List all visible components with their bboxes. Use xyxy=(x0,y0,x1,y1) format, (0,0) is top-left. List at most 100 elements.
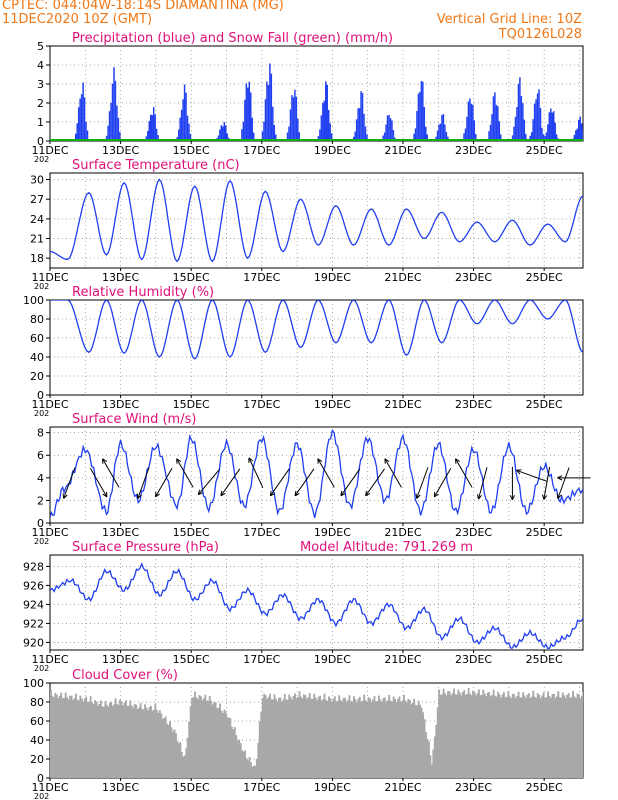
precip-bar xyxy=(500,134,502,141)
wind-arrow-head xyxy=(102,458,107,462)
cloud-bar xyxy=(523,695,526,778)
wind-arrow xyxy=(543,466,551,500)
cloud-bar xyxy=(380,701,383,778)
y-tick-label: 0 xyxy=(37,517,44,530)
y-tick-label: 100 xyxy=(23,294,44,307)
precip-bar xyxy=(555,134,558,141)
cloud-bar xyxy=(376,701,379,778)
cloud-bar xyxy=(302,694,305,778)
x-tick-label: 21DEC xyxy=(384,526,421,539)
cloud-bar xyxy=(247,760,249,778)
cloud-bar xyxy=(201,700,204,778)
cloud-bar xyxy=(226,717,229,778)
cloud-bar xyxy=(491,695,494,778)
precip-bar xyxy=(550,108,552,141)
cloud-bar xyxy=(72,700,74,778)
x-tick-label: 13DEC xyxy=(102,271,139,284)
cloud-bar xyxy=(135,704,138,778)
precip-bar xyxy=(107,125,109,141)
cloud-bar xyxy=(470,695,473,778)
cloud-bar xyxy=(183,755,186,778)
precip-bar xyxy=(286,132,289,141)
cloud-bar xyxy=(335,701,338,778)
cloud-bar xyxy=(467,687,470,778)
x-tick-label: 17DEC xyxy=(243,271,280,284)
cloud-bar xyxy=(69,695,71,778)
cloud-bar xyxy=(255,758,258,778)
cloud-bar xyxy=(392,696,395,778)
cloud-bar xyxy=(560,697,563,778)
precip-bar xyxy=(533,103,536,141)
precip-bar xyxy=(266,81,268,141)
cloud-bar xyxy=(369,698,372,778)
cloud-bar xyxy=(210,700,213,778)
year-fragment: 202 xyxy=(34,792,49,800)
cloud-bar xyxy=(155,709,158,778)
x-tick-label: 25DEC xyxy=(526,271,563,284)
y-tick-label: 922 xyxy=(23,617,44,630)
cloud-bar xyxy=(326,701,329,778)
precip-bar xyxy=(119,132,121,141)
cloud-bar xyxy=(179,742,182,778)
wind-arrow xyxy=(269,468,290,497)
precip-bar xyxy=(388,114,390,141)
cloud-bar xyxy=(480,695,483,778)
cloud-bar xyxy=(60,692,63,778)
panel-precip: 0 1 2 3 4 5 11DEC 13DEC 15DEC 17DEC 19DEC 21DEC 23DE… xyxy=(31,31,584,164)
cloud-bar xyxy=(133,704,136,778)
precip-bar xyxy=(523,119,526,141)
precip-bar xyxy=(113,67,115,141)
wind-line xyxy=(50,428,583,519)
plot-frame xyxy=(49,45,584,142)
cloud-bar xyxy=(538,694,541,778)
cloud-bar xyxy=(176,741,179,778)
cloud-bar xyxy=(67,699,70,778)
cloud-bar xyxy=(254,765,257,778)
cloud-bar xyxy=(308,693,311,778)
cloud-bar xyxy=(219,703,222,778)
precip-bar xyxy=(83,97,86,141)
cloud-bar xyxy=(122,705,124,778)
cloud-bar xyxy=(563,695,566,778)
y-tick-label: 20 xyxy=(30,370,44,383)
wind-arrow-head xyxy=(478,494,483,500)
precip-bar xyxy=(354,131,356,141)
cloud-bar xyxy=(570,696,573,778)
precip-bar xyxy=(535,99,537,141)
cloud-bar xyxy=(458,692,461,778)
x-tick-label: 11DEC xyxy=(31,781,68,794)
cloud-bar xyxy=(360,701,363,778)
x-tick-label: 25DEC xyxy=(526,781,563,794)
cloud-bar xyxy=(294,693,297,778)
cloud-bar xyxy=(554,698,557,778)
x-tick-label: 23DEC xyxy=(455,398,492,411)
cloud-bar xyxy=(305,699,308,778)
panel-temp: 18 21 24 27 30 11DEC 13DEC 15DEC 17DEC 19DEC 21DEC… xyxy=(30,158,584,291)
cloud-bar xyxy=(377,695,380,778)
wind-arrow xyxy=(340,468,361,497)
cloud-bar xyxy=(222,713,224,778)
cloud-bar xyxy=(88,701,91,778)
wind-arrow xyxy=(220,468,241,497)
precip-bar xyxy=(244,99,246,141)
precip-bar xyxy=(288,126,290,141)
cloud-bar xyxy=(564,698,567,778)
y-tick-label: 100 xyxy=(23,677,44,690)
cloud-bar xyxy=(342,697,345,778)
y-tick-label: 60 xyxy=(30,715,44,728)
precip-bar xyxy=(79,98,81,141)
precip-bar xyxy=(295,96,298,141)
wind-arrow-head xyxy=(63,494,68,499)
cloud-bar xyxy=(127,705,130,778)
cloud-bar xyxy=(336,700,339,778)
cloud-bar xyxy=(329,698,332,778)
y-tick-label: 2 xyxy=(37,97,44,110)
cloud-bar xyxy=(429,755,432,778)
x-tick-label: 23DEC xyxy=(455,781,492,794)
y-tick-label: 926 xyxy=(23,579,44,592)
cloud-bar xyxy=(283,693,286,778)
precip-bar xyxy=(439,123,442,141)
precip-bar xyxy=(261,131,264,141)
cloud-bar xyxy=(94,700,96,778)
precip-bar xyxy=(85,121,87,141)
